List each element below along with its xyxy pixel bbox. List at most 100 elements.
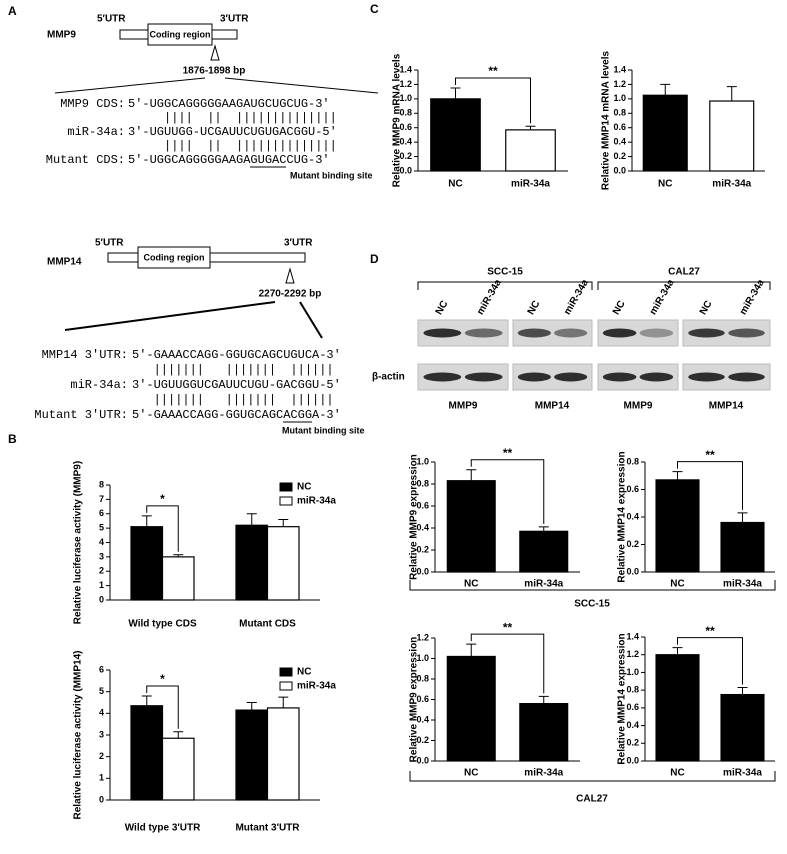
x-tick-label: miR-34a [524,579,563,590]
error-bar [726,86,737,102]
utr-box [209,252,306,263]
lane-label: NC [434,299,451,317]
pairing: |||| || |||||||||||||| [128,111,337,125]
panel-label: B [8,432,17,446]
lane-label: miR-34a [475,277,504,317]
utr-box [211,29,238,40]
error-bar [173,731,184,739]
pairing: |||| || |||||||||||||| [128,139,337,153]
error-bar [466,643,477,657]
protein-label: MMP9 [624,401,653,412]
group-bracket [409,580,776,591]
y-tick-label: 7 [99,494,104,504]
legend-swatch [279,667,293,677]
significance-label: ** [488,64,498,78]
error-bar [660,83,671,96]
y-tick-label: 1 [99,580,104,590]
bar [446,655,496,762]
gene-name: MMP9 [47,30,76,41]
y-tick-label: 0.8 [626,685,639,695]
bar [655,479,700,573]
x-tick-label: miR-34a [723,768,762,779]
bar [720,693,765,762]
bar [519,530,569,573]
bar [130,526,164,601]
blot-band [688,372,725,382]
y-tick-label: 1.4 [626,631,639,641]
site-label: 1876-1898 bp [183,66,246,77]
lane-label: NC [526,299,543,317]
y-tick-label: 1.2 [416,632,429,642]
y-axis-label: Relative MMP14 mRNA levels [601,51,612,191]
blot-band [464,328,503,338]
site-marker [285,267,295,284]
blot-bracket [417,281,771,290]
y-tick-label: 0.8 [416,673,429,683]
y-tick-label: 1.4 [613,64,626,74]
sequence: 5′-UGGCAGGGGGAAGAUGCUGCUG-3′ [128,97,330,111]
bar [430,98,481,172]
zoom-line [224,77,379,94]
legend-label: NC [297,482,311,493]
x-tick-label: miR-34a [723,579,762,590]
y-tick-label: 0.0 [613,165,626,175]
y-tick-label: 4 [99,537,104,547]
bar [161,556,195,601]
y-tick-label: 3 [99,729,104,739]
blot-band [728,372,765,382]
gene-name: MMP14 [47,257,82,268]
error-bar [538,526,549,532]
significance-bracket [146,505,179,552]
y-tick-label: 0.6 [626,484,639,494]
y-axis-label: Relative MMP9 mRNA levels [392,53,403,187]
utr-box [107,252,139,263]
panel-label: A [8,4,17,18]
error-bar [466,469,477,481]
significance-label: ** [503,446,513,460]
y-tick-label: 0.4 [416,714,429,724]
y-tick-label: 0.2 [416,544,429,554]
error-bar [246,702,257,711]
y-tick-label: 0.4 [626,720,639,730]
y-tick-label: 4 [99,708,104,718]
bar [655,654,700,762]
y-tick-label: 0.6 [613,122,626,132]
seq-label: Mutant 3′UTR: [34,408,128,422]
zoom-line [64,301,276,331]
bar [720,521,765,573]
x-tick-label: miR-34a [524,768,563,779]
y-tick-label: 0.2 [626,539,639,549]
significance-bracket [146,685,179,729]
error-bar [672,471,683,480]
error-bar [737,512,748,523]
y-tick-label: 0.4 [399,137,412,147]
y-tick-label: 1.2 [626,649,639,659]
significance-label: * [160,492,165,506]
y-tick-label: 0.6 [416,500,429,510]
y-tick-label: 0.0 [416,755,429,765]
y-tick-label: 2 [99,751,104,761]
y-tick-label: 1.0 [626,667,639,677]
bar [266,526,300,601]
blot-band [602,372,637,382]
x-tick-label: NC [464,579,478,590]
error-bar [246,513,257,526]
legend-label: miR-34a [297,681,336,692]
significance-label: ** [503,620,513,634]
significance-label: ** [705,624,715,638]
blot-band [602,328,637,338]
y-tick-label: 6 [99,664,104,674]
y-tick-label: 0.0 [626,566,639,576]
error-bar [141,695,152,706]
seq-label: MMP14 3′UTR: [42,348,128,362]
significance-bracket [677,461,743,510]
blot-group: CAL27 [668,267,700,278]
y-tick-label: 5 [99,686,104,696]
error-bar [737,686,748,695]
legend-label: miR-34a [297,496,336,507]
y-tick-label: 0.0 [626,755,639,765]
bar [161,737,195,801]
blot-band [639,372,674,382]
protein-label: MMP14 [709,401,744,412]
lane-label: NC [698,299,715,317]
